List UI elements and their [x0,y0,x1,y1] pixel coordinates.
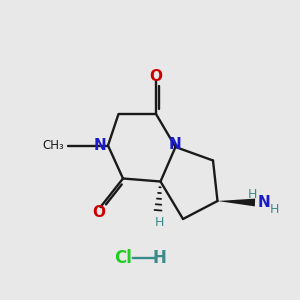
Text: N: N [93,138,106,153]
Text: Cl: Cl [114,249,132,267]
Text: H: H [155,215,165,229]
Text: O: O [92,205,106,220]
Text: H: H [248,188,257,202]
Text: N: N [169,136,182,152]
Polygon shape [218,199,255,206]
Text: CH₃: CH₃ [42,139,64,152]
Text: N: N [257,195,270,210]
Text: O: O [149,69,163,84]
Text: H: H [270,202,279,216]
Text: H: H [152,249,166,267]
